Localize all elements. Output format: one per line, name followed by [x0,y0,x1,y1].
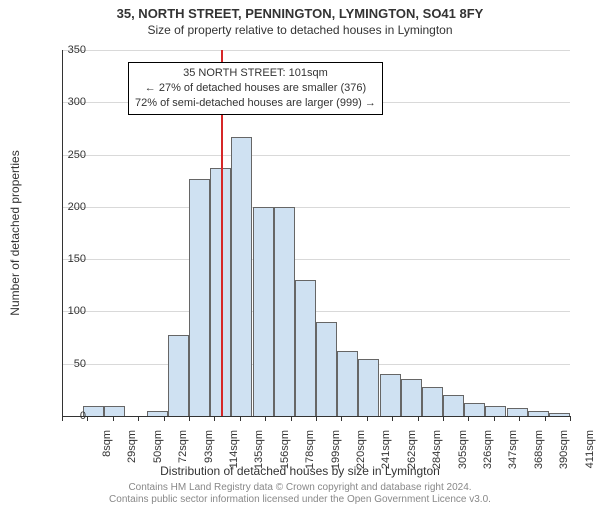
y-tick-label: 350 [46,44,86,56]
x-tick [341,416,342,421]
x-tick-label: 411sqm [584,430,596,480]
histogram-bar [231,137,252,416]
x-tick [418,416,419,421]
y-tick-label: 50 [46,358,86,370]
x-tick-label: 93sqm [203,430,215,480]
y-tick-label: 200 [46,201,86,213]
histogram-bar [485,406,506,416]
y-tick-label: 300 [46,96,86,108]
histogram-bar [337,351,358,416]
x-tick [519,416,520,421]
y-tick-label: 250 [46,149,86,161]
x-tick [189,416,190,421]
page-subtitle: Size of property relative to detached ho… [0,23,600,37]
histogram-bar [464,403,485,416]
x-tick-label: 390sqm [558,430,570,480]
x-tick-label: 262sqm [406,430,418,480]
x-tick [265,416,266,421]
histogram-bar [401,379,422,416]
y-tick-label: 0 [46,410,86,422]
histogram-plot: 35 NORTH STREET: 101sqm← 27% of detached… [62,50,570,416]
gridline [62,207,570,208]
x-tick-label: 284sqm [431,430,443,480]
x-tick-label: 50sqm [152,430,164,480]
histogram-bar [189,179,210,416]
x-tick-label: 114sqm [228,430,240,480]
x-tick-label: 72sqm [177,430,189,480]
histogram-bar [104,406,125,416]
x-tick [87,416,88,421]
x-tick-label: 199sqm [330,430,342,480]
page-title: 35, NORTH STREET, PENNINGTON, LYMINGTON,… [0,6,600,21]
chart-area: 35 NORTH STREET: 101sqm← 27% of detached… [62,50,570,416]
x-tick [138,416,139,421]
x-tick-label: 305sqm [457,430,469,480]
annotation-line-1: 35 NORTH STREET: 101sqm [135,66,376,81]
x-tick-label: 178sqm [304,430,316,480]
x-tick [291,416,292,421]
x-tick [240,416,241,421]
x-tick [367,416,368,421]
y-axis-label: Number of detached properties [8,150,22,315]
histogram-bar [253,207,274,416]
histogram-bar [443,395,464,416]
x-tick-label: 29sqm [126,430,138,480]
x-tick [316,416,317,421]
x-tick [494,416,495,421]
gridline [62,155,570,156]
histogram-bar [83,406,104,416]
histogram-bar [507,408,528,416]
x-tick-label: 220sqm [355,430,367,480]
annotation-line-2: ← 27% of detached houses are smaller (37… [135,81,376,96]
histogram-bar [295,280,316,416]
annotation-line-3: 72% of semi-detached houses are larger (… [135,96,376,111]
y-tick-label: 150 [46,253,86,265]
x-tick-label: 326sqm [482,430,494,480]
histogram-bar [422,387,443,416]
histogram-bar [316,322,337,416]
x-tick-label: 241sqm [380,430,392,480]
x-tick [214,416,215,421]
x-tick-label: 135sqm [253,430,265,480]
histogram-bar [380,374,401,416]
x-tick [468,416,469,421]
annotation-box: 35 NORTH STREET: 101sqm← 27% of detached… [128,62,383,115]
x-tick [392,416,393,421]
gridline [62,259,570,260]
y-tick-label: 100 [46,305,86,317]
histogram-bar [358,359,379,417]
histogram-bar [168,335,189,416]
x-tick [443,416,444,421]
x-tick [570,416,571,421]
x-tick-label: 347sqm [507,430,519,480]
histogram-bar [274,207,295,416]
gridline [62,50,570,51]
x-tick-label: 8sqm [101,430,113,480]
x-tick [113,416,114,421]
x-tick-label: 368sqm [533,430,545,480]
x-tick [164,416,165,421]
footnote-line-1: Contains HM Land Registry data © Crown c… [0,482,600,493]
gridline [62,311,570,312]
x-tick [545,416,546,421]
x-tick-label: 156sqm [279,430,291,480]
